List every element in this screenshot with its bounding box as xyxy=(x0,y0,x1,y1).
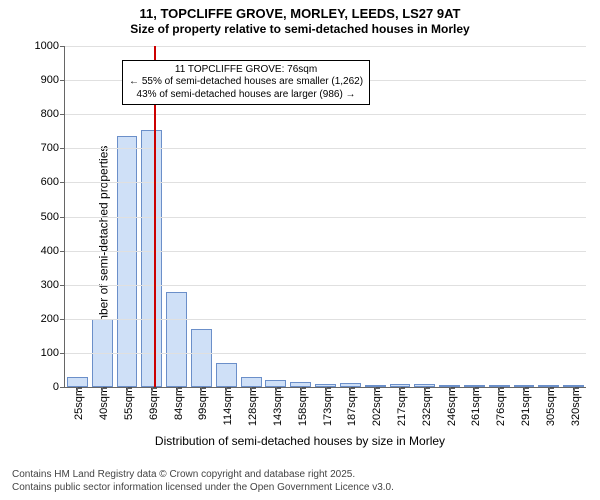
x-tick-label: 202sqm xyxy=(367,387,383,426)
chart-title: 11, TOPCLIFFE GROVE, MORLEY, LEEDS, LS27… xyxy=(0,0,600,37)
x-tick-label: 291sqm xyxy=(516,387,532,426)
x-tick-label: 128sqm xyxy=(243,387,259,426)
property-callout: 11 TOPCLIFFE GROVE: 76sqm← 55% of semi-d… xyxy=(122,60,370,106)
x-tick-mark xyxy=(375,387,376,392)
x-tick-mark xyxy=(77,387,78,392)
x-tick-label: 232sqm xyxy=(417,387,433,426)
footer-line-1: Contains HM Land Registry data © Crown c… xyxy=(12,469,394,482)
histogram-bar xyxy=(265,380,286,388)
x-tick-mark xyxy=(152,387,153,392)
x-tick-mark xyxy=(226,387,227,392)
x-tick-label: 320sqm xyxy=(566,387,582,426)
title-line-2: Size of property relative to semi-detach… xyxy=(0,22,600,37)
title-line-1: 11, TOPCLIFFE GROVE, MORLEY, LEEDS, LS27… xyxy=(0,6,600,22)
x-tick-label: 246sqm xyxy=(442,387,458,426)
x-tick-mark xyxy=(201,387,202,392)
y-tick-mark xyxy=(60,319,65,320)
x-tick-label: 217sqm xyxy=(392,387,408,426)
x-tick-mark xyxy=(127,387,128,392)
x-tick-label: 143sqm xyxy=(268,387,284,426)
x-tick-label: 261sqm xyxy=(466,387,482,426)
gridline xyxy=(65,46,586,47)
x-tick-mark xyxy=(326,387,327,392)
gridline xyxy=(65,285,586,286)
histogram-bar xyxy=(141,130,162,387)
histogram-bar xyxy=(67,377,88,387)
y-tick-mark xyxy=(60,217,65,218)
x-tick-mark xyxy=(549,387,550,392)
y-tick-mark xyxy=(60,80,65,81)
y-tick-mark xyxy=(60,114,65,115)
x-tick-mark xyxy=(350,387,351,392)
y-tick-mark xyxy=(60,353,65,354)
x-tick-label: 158sqm xyxy=(293,387,309,426)
y-tick-mark xyxy=(60,182,65,183)
x-tick-mark xyxy=(474,387,475,392)
y-tick-mark xyxy=(60,46,65,47)
x-tick-mark xyxy=(276,387,277,392)
x-tick-mark xyxy=(251,387,252,392)
x-tick-mark xyxy=(400,387,401,392)
gridline xyxy=(65,217,586,218)
histogram-bar xyxy=(191,329,212,387)
footer-line-2: Contains public sector information licen… xyxy=(12,482,394,495)
y-tick-mark xyxy=(60,387,65,388)
x-tick-label: 276sqm xyxy=(491,387,507,426)
callout-line: ← 55% of semi-detached houses are smalle… xyxy=(129,76,363,89)
x-tick-label: 114sqm xyxy=(218,387,234,425)
x-tick-mark xyxy=(574,387,575,392)
gridline xyxy=(65,182,586,183)
plot-region: 25sqm40sqm55sqm69sqm84sqm99sqm114sqm128s… xyxy=(64,46,586,388)
chart-area: Number of semi-detached properties 25sqm… xyxy=(0,40,600,446)
callout-line: 43% of semi-detached houses are larger (… xyxy=(129,89,363,102)
x-tick-mark xyxy=(102,387,103,392)
histogram-bar xyxy=(117,136,138,387)
histogram-bar xyxy=(166,292,187,387)
x-tick-mark xyxy=(524,387,525,392)
callout-line: 11 TOPCLIFFE GROVE: 76sqm xyxy=(129,64,363,77)
attribution-footer: Contains HM Land Registry data © Crown c… xyxy=(12,469,394,494)
x-tick-label: 187sqm xyxy=(342,387,358,426)
gridline xyxy=(65,251,586,252)
x-axis-label: Distribution of semi-detached houses by … xyxy=(0,434,600,448)
gridline xyxy=(65,148,586,149)
x-tick-mark xyxy=(499,387,500,392)
y-tick-mark xyxy=(60,148,65,149)
x-tick-label: 173sqm xyxy=(318,387,334,426)
y-tick-mark xyxy=(60,251,65,252)
x-tick-mark xyxy=(450,387,451,392)
x-tick-mark xyxy=(177,387,178,392)
y-tick-mark xyxy=(60,285,65,286)
gridline xyxy=(65,114,586,115)
histogram-bar xyxy=(216,363,237,387)
histogram-bar xyxy=(241,377,262,387)
gridline xyxy=(65,319,586,320)
x-tick-mark xyxy=(301,387,302,392)
gridline xyxy=(65,353,586,354)
x-tick-mark xyxy=(425,387,426,392)
x-tick-label: 305sqm xyxy=(541,387,557,426)
